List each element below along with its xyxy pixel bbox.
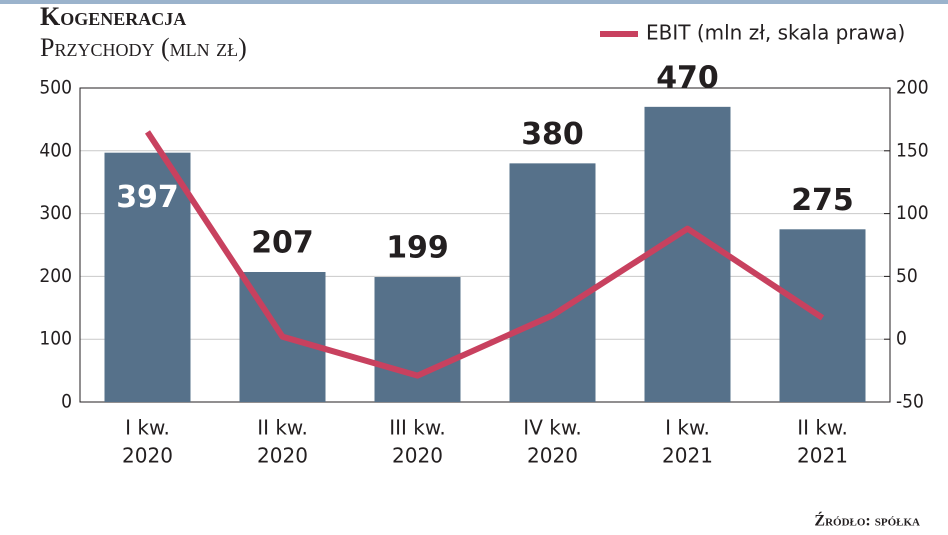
x-tick-label: I kw.: [665, 416, 710, 440]
y-tick-label: 200: [39, 265, 72, 287]
chart-subtitle: Przychody (mln zł): [40, 33, 247, 62]
chart-title: Kogeneracja: [40, 2, 186, 31]
x-tick-label: 2021: [797, 444, 848, 468]
value-label: 199: [386, 231, 449, 266]
legend-label: EBIT (mln zł, skala prawa): [646, 21, 905, 45]
top-border: [0, 0, 948, 4]
x-tick-label: 2020: [392, 444, 443, 468]
y2-tick-label: 50: [896, 265, 918, 287]
value-label: 380: [521, 117, 584, 152]
bar: [509, 163, 596, 402]
x-tick-label: 2021: [662, 444, 713, 468]
y2-tick-label: 200: [896, 77, 929, 99]
y-tick-label: 300: [39, 202, 72, 224]
ebit-line: [144, 130, 825, 379]
source: Źródło: spółka: [814, 511, 920, 530]
plot-frame: [79, 87, 891, 403]
y-tick-label: 100: [39, 328, 72, 350]
x-tick-label: III kw.: [389, 416, 446, 440]
y-tick-label: 500: [39, 77, 72, 99]
value-label: 207: [251, 226, 314, 261]
bar: [374, 277, 461, 402]
y-tick-label: 0: [61, 391, 72, 413]
value-label: 470: [656, 60, 719, 95]
y2-tick-label: 100: [896, 202, 929, 224]
bar: [644, 106, 731, 402]
y2-tick-label: -50: [896, 391, 924, 413]
x-tick-label: I kw.: [125, 416, 170, 440]
y-tick-label: 400: [39, 139, 72, 161]
x-tick-label: 2020: [527, 444, 578, 468]
x-tick-label: 2020: [122, 444, 173, 468]
x-tick-label: IV kw.: [523, 416, 581, 440]
x-tick-label: 2020: [257, 444, 308, 468]
y2-tick-label: 150: [896, 139, 929, 161]
bar: [104, 152, 191, 402]
y2-tick-label: 0: [896, 328, 907, 350]
x-tick-label: II kw.: [257, 416, 308, 440]
value-label: 275: [791, 183, 854, 218]
x-tick-label: II kw.: [797, 416, 848, 440]
value-label: 397: [116, 180, 179, 215]
